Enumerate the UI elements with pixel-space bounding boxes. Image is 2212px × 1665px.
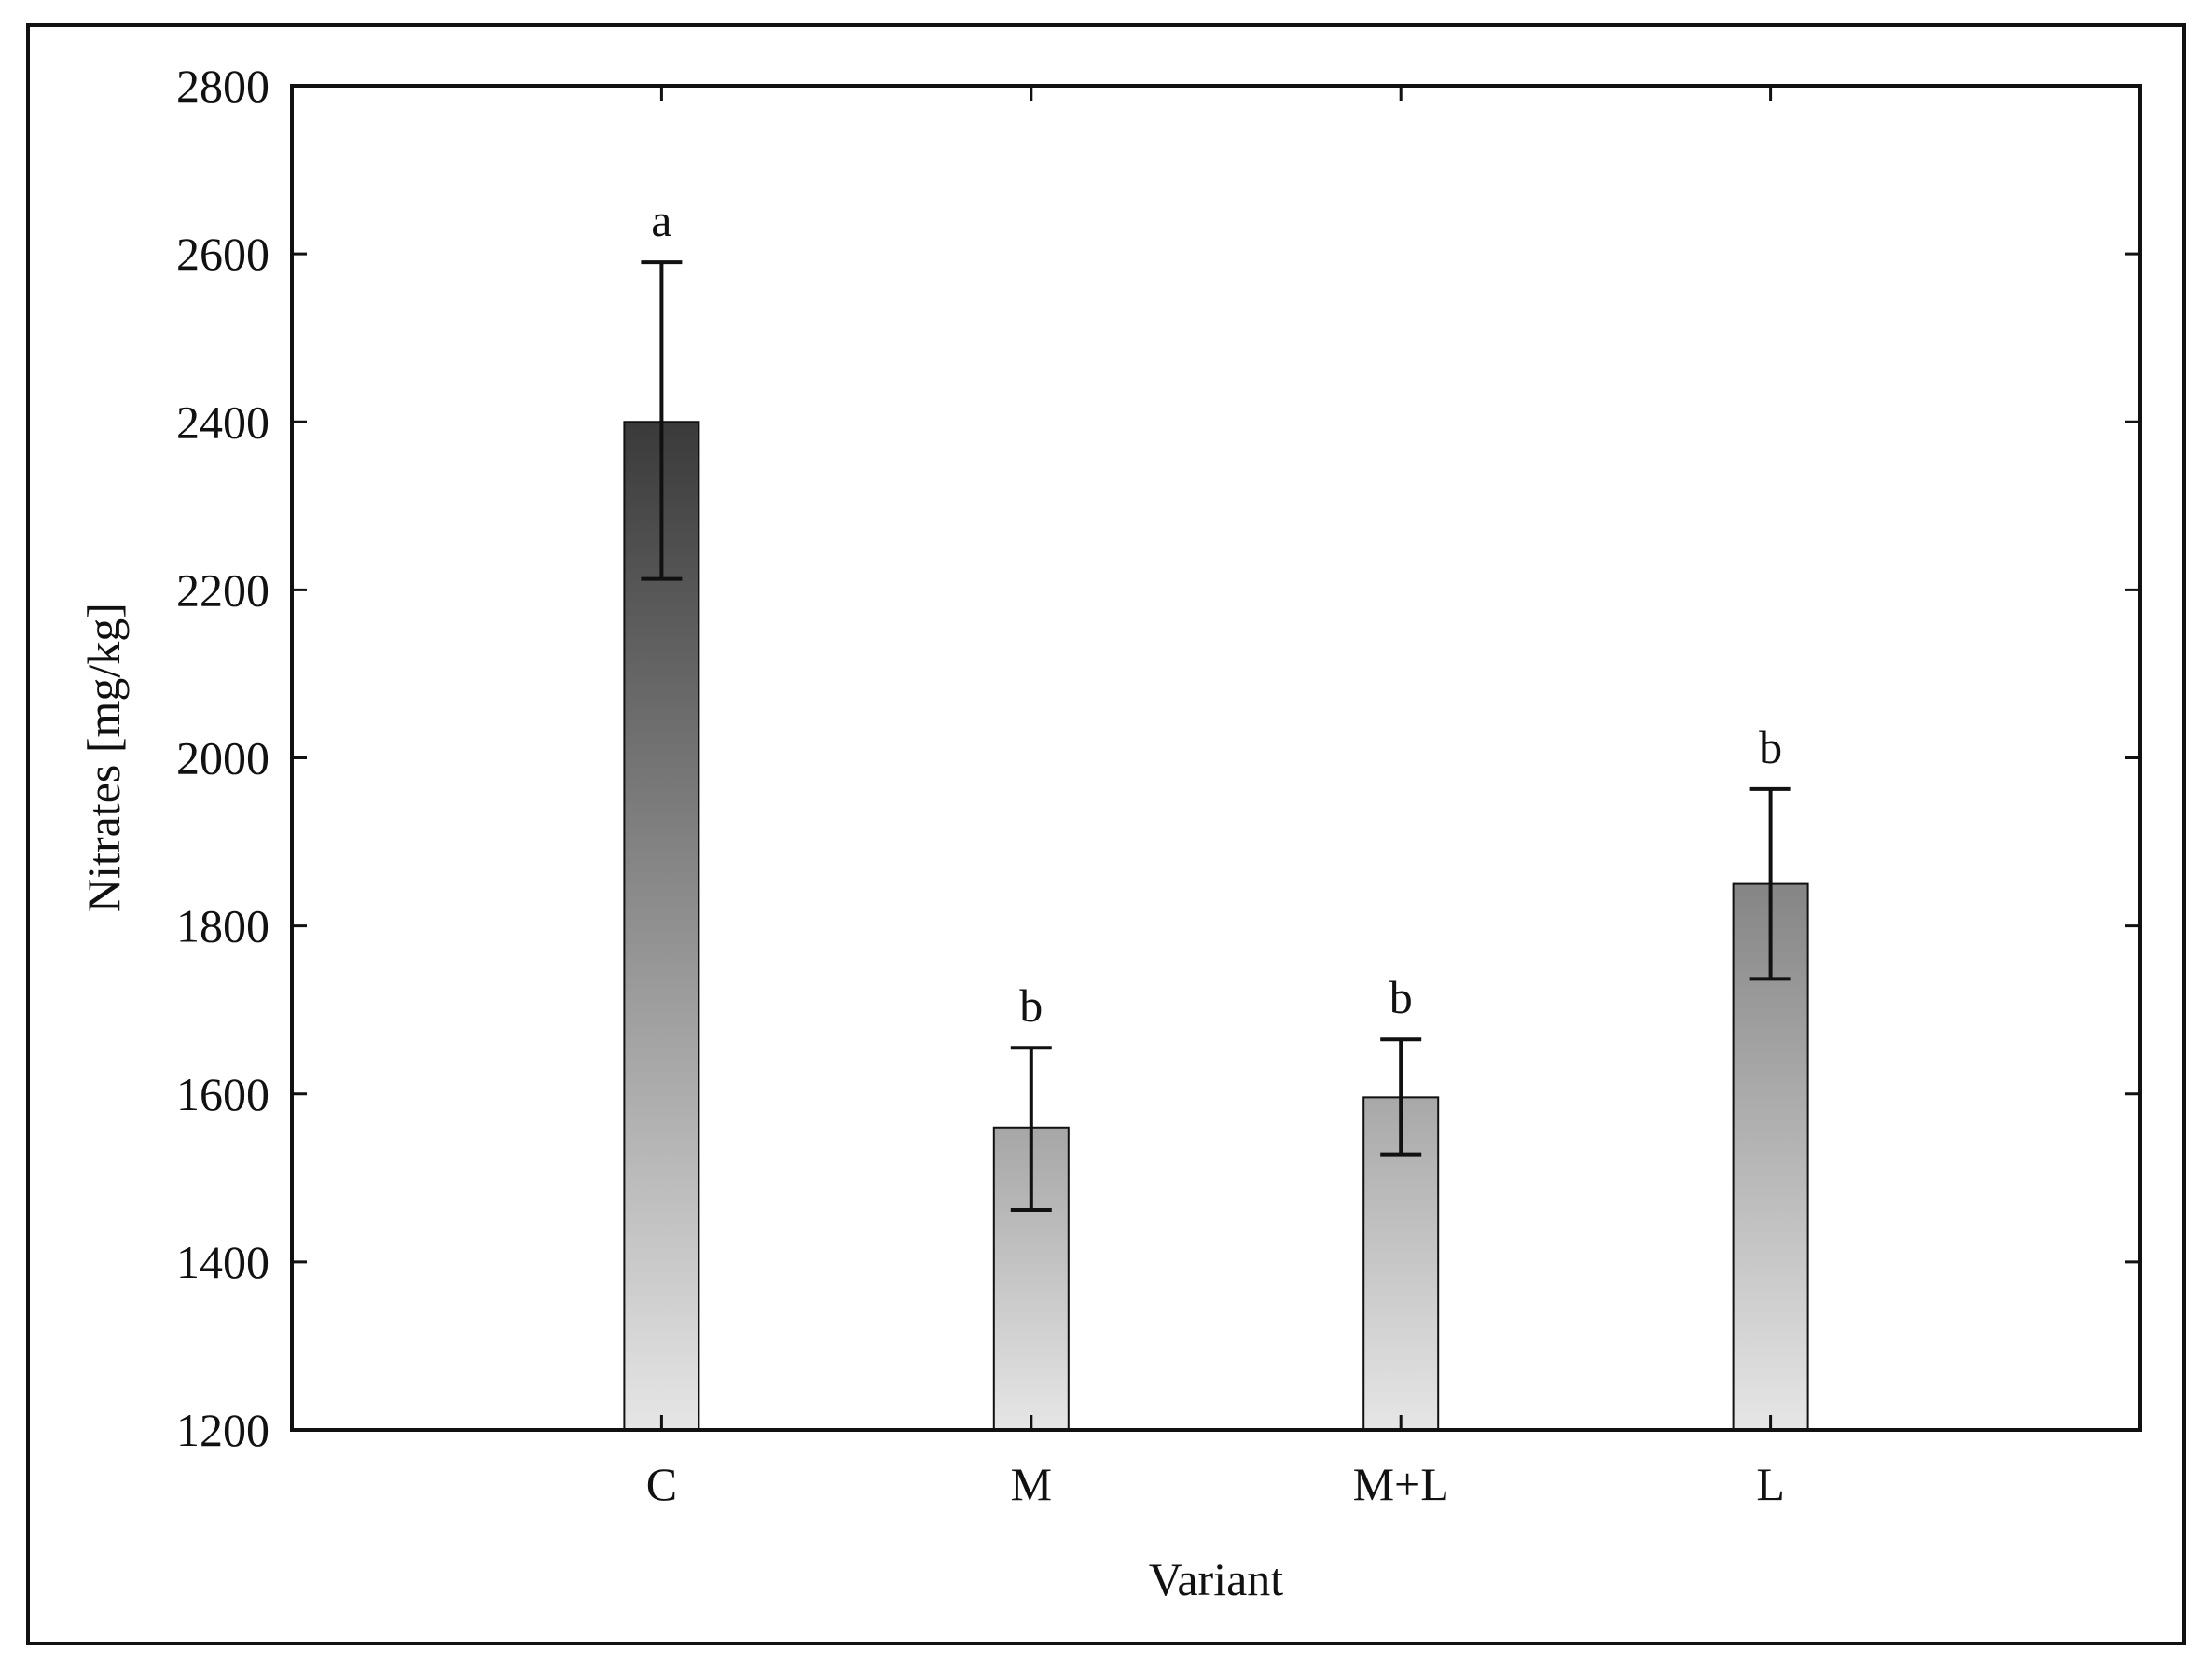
y-tick-label: 2000 bbox=[176, 732, 270, 784]
x-tick-label: C bbox=[646, 1458, 677, 1510]
y-tick-label: 1600 bbox=[176, 1068, 270, 1120]
y-tick-label: 1200 bbox=[176, 1404, 270, 1456]
significance-label: b bbox=[1759, 721, 1782, 773]
y-tick-label: 2600 bbox=[176, 228, 270, 280]
error-bars-layer bbox=[641, 260, 1791, 1213]
ticks-layer bbox=[292, 84, 2140, 1432]
y-tick-label: 2200 bbox=[176, 563, 270, 616]
x-tick-label: M bbox=[1011, 1458, 1052, 1510]
y-tick-label: 2800 bbox=[176, 60, 270, 112]
figure-frame bbox=[26, 23, 2186, 1645]
y-axis-title: Nitrates [mg/kg] bbox=[77, 603, 130, 912]
y-tick-label: 2400 bbox=[176, 395, 270, 448]
significance-labels-layer: a b b b bbox=[651, 194, 1782, 1032]
x-tick-labels: C M M+L L bbox=[646, 1458, 1785, 1510]
y-tick-labels: 1200 1400 1600 1800 2000 2200 2400 2600 2800 bbox=[176, 60, 270, 1456]
x-tick-label: L bbox=[1756, 1458, 1785, 1510]
significance-label: a bbox=[651, 194, 671, 246]
y-tick-label: 1800 bbox=[176, 900, 270, 952]
y-tick-label: 1400 bbox=[176, 1236, 270, 1288]
x-axis-title: Variant bbox=[1149, 1553, 1283, 1605]
x-tick-label: M+L bbox=[1353, 1458, 1449, 1510]
bar-c bbox=[623, 421, 700, 1431]
significance-label: b bbox=[1389, 971, 1413, 1023]
significance-label: b bbox=[1019, 979, 1043, 1032]
